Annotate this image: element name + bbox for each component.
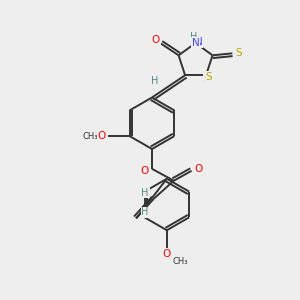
Text: O: O: [152, 35, 160, 46]
Text: O: O: [98, 131, 106, 141]
Text: N: N: [195, 37, 203, 47]
Text: S: S: [235, 48, 242, 58]
Text: O: O: [194, 164, 203, 174]
Text: H: H: [141, 207, 149, 218]
Text: O: O: [140, 166, 148, 176]
Text: H: H: [151, 76, 158, 86]
Text: CH₃: CH₃: [82, 132, 98, 141]
Text: H: H: [190, 32, 197, 42]
Text: N: N: [192, 38, 200, 48]
Text: H: H: [141, 188, 149, 198]
Text: S: S: [206, 72, 212, 82]
Text: O: O: [163, 249, 171, 259]
Text: S: S: [204, 74, 210, 84]
Text: CH₃: CH₃: [173, 257, 188, 266]
Text: H: H: [189, 33, 196, 43]
